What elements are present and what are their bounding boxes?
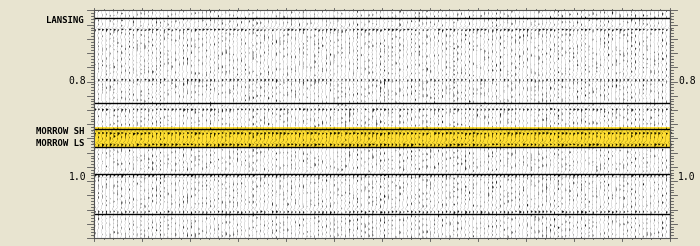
Text: MORROW SH: MORROW SH — [36, 127, 84, 136]
Bar — [94, 127, 670, 147]
Text: 1.0: 1.0 — [678, 172, 696, 182]
Text: 0.8: 0.8 — [69, 77, 86, 86]
Bar — [94, 11, 670, 238]
Text: 0.8: 0.8 — [678, 77, 696, 86]
Text: 1.0: 1.0 — [69, 172, 86, 182]
Text: LANSING: LANSING — [46, 16, 84, 25]
Text: MORROW LS: MORROW LS — [36, 139, 84, 148]
